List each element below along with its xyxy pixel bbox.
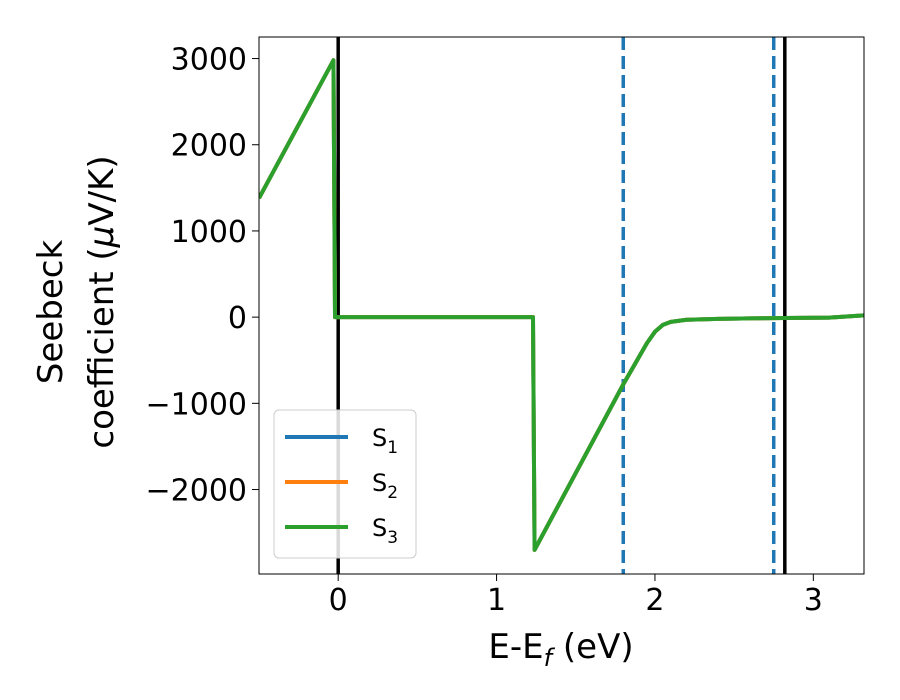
legend-label-s3: S3 <box>372 514 398 548</box>
y-tick-label: −1000 <box>146 387 247 422</box>
y-tick-label: 2000 <box>171 129 247 164</box>
legend-label-s2: S2 <box>372 469 398 503</box>
x-axis-label: E-Ef (eV) <box>488 627 633 672</box>
plot-frame <box>258 36 865 575</box>
y-tick-label: 1000 <box>171 215 247 250</box>
y-tick-label: −2000 <box>146 474 247 509</box>
series-lines <box>259 58 864 552</box>
x-tick-label: 1 <box>487 583 506 618</box>
x-tick-label: 0 <box>329 583 348 618</box>
x-tick-label: 2 <box>645 583 664 618</box>
y-axis-label: Seebeck coefficient (μV/K) <box>31 155 122 448</box>
x-axis-ticks: 0 1 2 3 <box>329 574 823 618</box>
legend-label-s1: S1 <box>372 424 398 458</box>
y-axis-label-line1: Seebeck <box>31 240 71 385</box>
legend: S1 S2 S3 <box>273 409 417 559</box>
y-tick-label: 3000 <box>171 43 247 78</box>
y-tick-label: 0 <box>228 301 247 336</box>
y-axis-ticks: −2000 −1000 0 1000 2000 3000 <box>146 43 259 509</box>
y-axis-label-line2: coefficient (μV/K) <box>82 155 122 448</box>
series-line-s3 <box>259 58 864 552</box>
x-tick-label: 3 <box>804 583 823 618</box>
